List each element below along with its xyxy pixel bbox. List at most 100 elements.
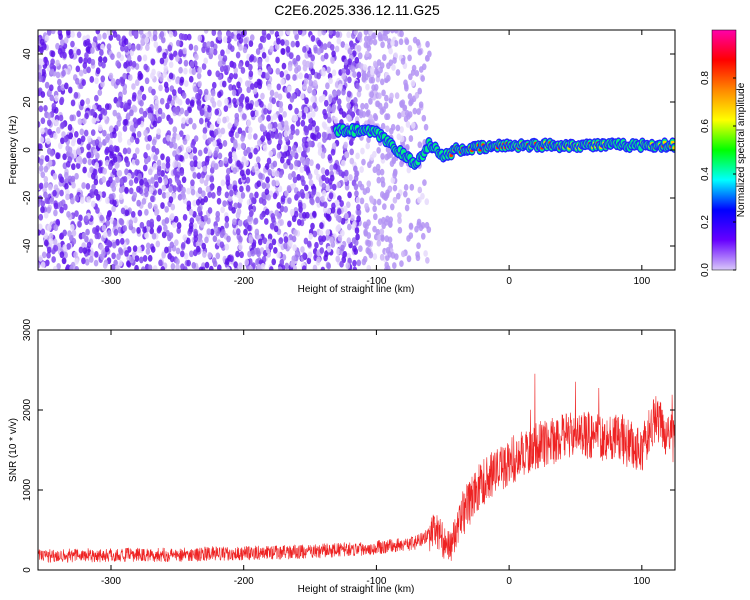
noise-speckle: [102, 129, 107, 137]
noise-speckle: [202, 127, 208, 134]
snr-series-line: [38, 373, 675, 563]
noise-speckle: [254, 228, 260, 236]
noise-speckle: [197, 34, 203, 42]
noise-speckle: [359, 183, 365, 191]
noise-speckle: [306, 257, 312, 265]
noise-speckle: [366, 240, 372, 247]
noise-speckle: [321, 121, 327, 129]
noise-speckle: [342, 205, 348, 213]
noise-speckle: [199, 117, 204, 125]
noise-speckle: [38, 213, 44, 221]
noise-speckle: [322, 43, 328, 50]
noise-speckle: [59, 189, 64, 197]
noise-speckle: [257, 68, 263, 76]
x-tick-label: -100: [366, 576, 386, 587]
snr-y-ticks: 0 1000 2000 3000: [22, 318, 675, 573]
noise-speckle: [232, 167, 238, 175]
noise-speckle: [399, 100, 404, 108]
noise-speckle: [292, 30, 298, 36]
noise-speckle: [327, 154, 333, 161]
noise-speckle: [82, 117, 87, 125]
noise-speckle: [63, 36, 69, 44]
noise-speckle: [335, 214, 341, 222]
noise-speckle: [246, 146, 251, 154]
noise-speckle: [321, 190, 327, 197]
noise-speckle: [147, 254, 153, 262]
spectrogram-signal-track: [333, 122, 675, 171]
noise-speckle: [307, 251, 313, 259]
noise-speckle: [215, 252, 221, 260]
noise-speckle: [328, 177, 333, 185]
noise-speckle: [399, 135, 405, 143]
noise-speckle: [330, 106, 336, 114]
noise-speckle: [302, 46, 307, 53]
noise-speckle: [102, 32, 107, 40]
noise-speckle: [410, 80, 416, 87]
noise-speckle: [250, 249, 256, 257]
noise-speckle: [89, 76, 95, 83]
noise-speckle: [112, 156, 118, 164]
noise-speckle: [61, 69, 66, 77]
noise-speckle: [104, 159, 110, 167]
noise-speckle: [362, 188, 368, 195]
snr-x-ticks: -300 -200 -100 0 100: [101, 330, 651, 587]
noise-speckle: [75, 77, 80, 85]
noise-speckle: [137, 55, 142, 62]
noise-speckle: [90, 129, 96, 137]
noise-speckle: [371, 84, 376, 92]
noise-speckle: [421, 114, 427, 122]
noise-speckle: [265, 72, 270, 79]
noise-speckle: [178, 130, 184, 138]
noise-speckle: [349, 157, 355, 165]
noise-speckle: [222, 55, 228, 62]
noise-speckle: [276, 251, 281, 259]
noise-speckle: [112, 109, 118, 117]
noise-speckle: [354, 190, 359, 198]
noise-speckle: [211, 192, 216, 199]
noise-speckle: [391, 64, 396, 71]
noise-speckle: [92, 227, 97, 234]
y-tick-label: -20: [22, 190, 33, 205]
noise-speckle: [153, 154, 158, 162]
noise-speckle: [123, 38, 129, 45]
noise-speckle: [76, 137, 82, 145]
noise-speckle: [356, 90, 362, 98]
noise-speckle: [238, 196, 243, 204]
noise-speckle: [217, 91, 222, 98]
noise-speckle: [362, 221, 368, 229]
noise-speckle: [129, 135, 135, 143]
noise-speckle: [322, 201, 328, 209]
noise-speckle: [378, 34, 383, 42]
noise-speckle: [203, 30, 209, 34]
noise-speckle: [366, 219, 371, 227]
noise-speckle: [183, 67, 188, 75]
noise-speckle: [248, 210, 254, 218]
noise-speckle: [245, 184, 251, 192]
noise-speckle: [248, 234, 253, 241]
noise-speckle: [43, 191, 48, 199]
noise-speckle: [224, 221, 230, 229]
noise-speckle: [216, 264, 222, 270]
noise-speckle: [142, 110, 148, 118]
noise-speckle: [360, 147, 365, 155]
noise-speckle: [169, 241, 175, 249]
noise-speckle: [38, 228, 41, 236]
noise-speckle: [295, 40, 300, 48]
noise-speckle: [311, 120, 316, 127]
noise-speckle: [372, 60, 378, 68]
noise-speckle: [160, 202, 165, 209]
noise-speckle: [246, 86, 252, 94]
noise-speckle: [144, 208, 149, 216]
noise-speckle: [304, 126, 310, 133]
noise-speckle: [74, 130, 79, 138]
noise-speckle: [181, 92, 187, 99]
noise-speckle: [355, 233, 360, 241]
noise-speckle: [67, 175, 73, 183]
noise-speckle: [276, 151, 282, 159]
noise-speckle: [115, 78, 121, 86]
noise-speckle: [200, 198, 205, 206]
noise-speckle: [66, 210, 71, 218]
noise-speckle: [52, 238, 58, 246]
noise-speckle: [296, 191, 301, 198]
noise-speckle: [278, 114, 283, 121]
